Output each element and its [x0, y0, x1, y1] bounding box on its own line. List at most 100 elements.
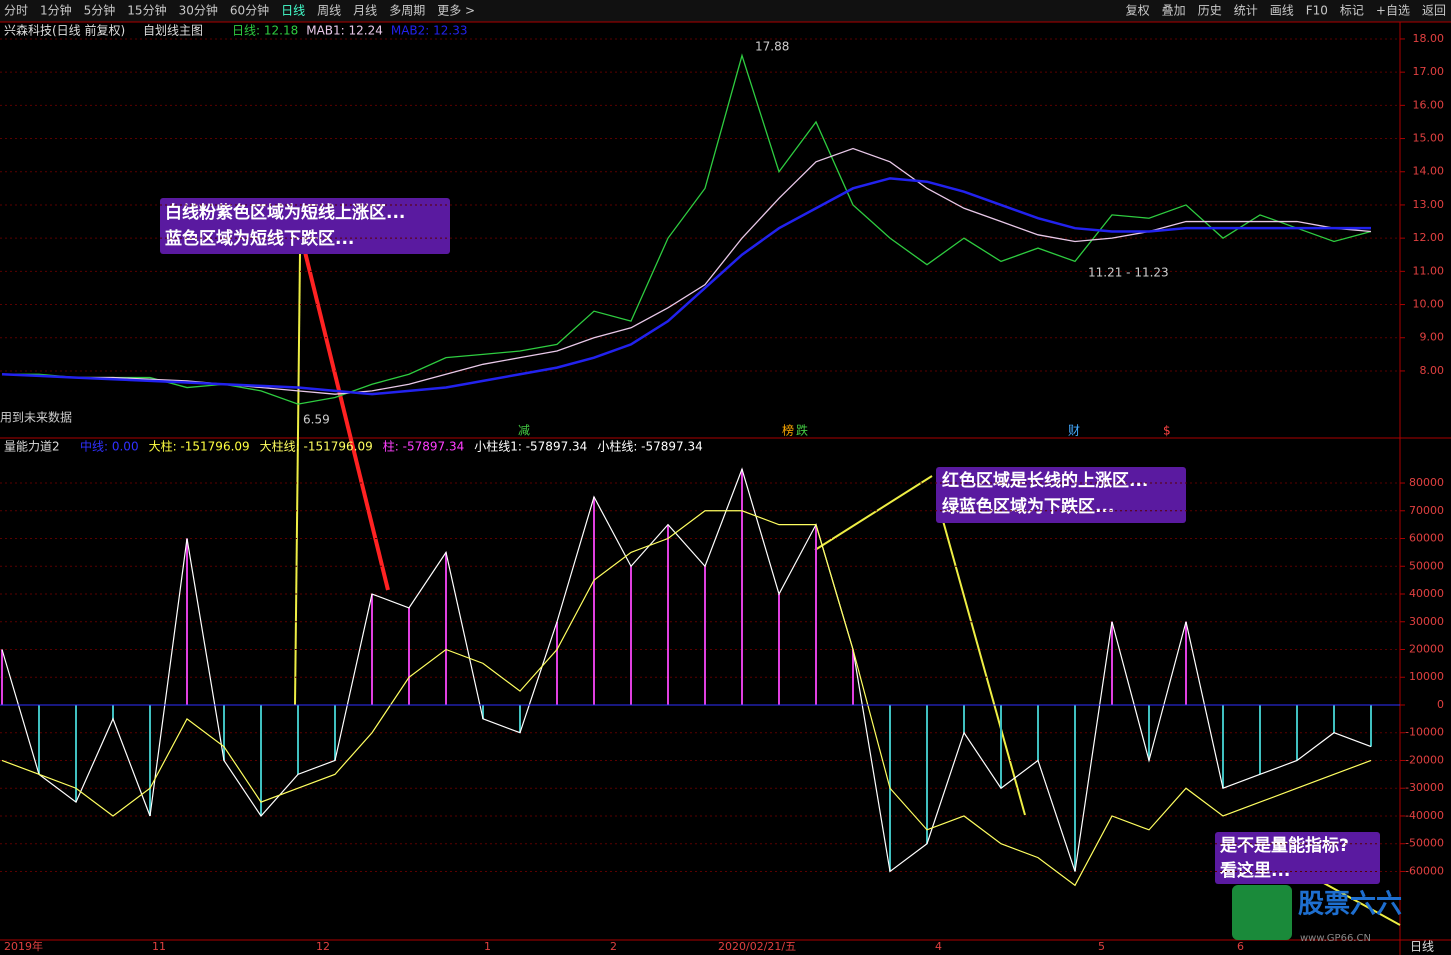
y-tick-label: 9.00 [1420, 331, 1445, 344]
bar [1185, 621, 1187, 705]
bar [334, 704, 336, 761]
x-tick-label: 2 [610, 940, 617, 953]
tool-button[interactable]: 历史 [1198, 4, 1222, 18]
callout: 绿蓝色区域为下跌区... [942, 496, 1114, 517]
y-tick-label: -60000 [1405, 864, 1444, 877]
tab[interactable]: 多周期 [389, 4, 425, 18]
y-tick-label: 8.00 [1420, 364, 1445, 377]
callout: 红色区域是长线的上涨区... [942, 470, 1148, 491]
marker: $ [1163, 424, 1171, 438]
tool-button[interactable]: 返回 [1422, 4, 1446, 18]
logo [1232, 885, 1292, 940]
price-line [1, 177, 1371, 396]
x-tick-label: 6 [1237, 940, 1244, 953]
y-tick-label: 16.00 [1413, 98, 1445, 111]
bar [630, 566, 632, 705]
tab[interactable]: 60分钟 [230, 3, 269, 18]
tool-button[interactable]: 复权 [1126, 4, 1150, 18]
y-tick-label: 15.00 [1413, 132, 1445, 145]
price-note: 用到未来数据 [0, 410, 72, 425]
arrow [939, 509, 1026, 816]
tab[interactable]: 5分钟 [84, 3, 116, 18]
bar [445, 552, 447, 705]
tab[interactable]: 月线 [353, 4, 377, 18]
legend-entry: 大柱: -151796.09 [149, 439, 250, 454]
bar [815, 524, 817, 705]
tool-button[interactable]: 画线 [1270, 4, 1294, 18]
legend-entry: 中线: 0.00 [80, 439, 139, 454]
indicator-title: 量能力道2 [4, 440, 60, 454]
tab[interactable]: 更多 > [437, 4, 475, 18]
tool-button[interactable]: 统计 [1234, 4, 1258, 18]
x-tick-label: 5 [1098, 940, 1105, 953]
price-note: 17.88 [755, 40, 789, 54]
bar [667, 524, 669, 705]
tab[interactable]: 15分钟 [127, 3, 166, 18]
x-tick-label: 2020/02/21/五 [718, 940, 796, 953]
tool-button[interactable]: +自选 [1376, 4, 1410, 18]
bar [1111, 621, 1113, 705]
marker: 榜 [782, 423, 794, 438]
y-tick-label: 18.00 [1413, 32, 1445, 45]
bar [704, 566, 706, 705]
bar [297, 704, 299, 775]
tab[interactable]: 1分钟 [40, 3, 72, 18]
x-tick-label: 12 [316, 940, 330, 953]
tab[interactable]: 周线 [317, 4, 341, 18]
y-tick-label: 20000 [1409, 642, 1444, 655]
bar [1037, 704, 1039, 761]
legend-entry: 小柱线: -57897.34 [597, 439, 702, 454]
y-tick-label: 50000 [1409, 559, 1444, 572]
watermark: 股票六六 [1298, 890, 1402, 920]
callout-arrows [294, 251, 1401, 926]
bar [1296, 704, 1298, 761]
y-tick-label: 10.00 [1413, 298, 1445, 311]
tab[interactable]: 分时 [4, 4, 28, 18]
bar [1000, 704, 1002, 789]
callout-box [936, 467, 1186, 523]
marker: 减 [518, 424, 530, 438]
site: www.GP66.CN [1300, 933, 1371, 944]
bar [1, 649, 3, 705]
bar [1259, 704, 1261, 775]
bar [371, 594, 373, 705]
y-tick-label: 14.00 [1413, 165, 1445, 178]
callout: 白线粉紫色区域为短线上涨区... [165, 202, 405, 223]
bar [1074, 704, 1076, 872]
bar [1148, 704, 1150, 761]
tool-button[interactable]: 叠加 [1162, 4, 1186, 18]
arrow [814, 475, 933, 551]
legend-entry: 小柱线1: -57897.34 [474, 439, 587, 454]
y-tick-label: -50000 [1405, 837, 1444, 850]
callout: 看这里... [1219, 860, 1290, 881]
tool-button[interactable]: F10 [1306, 4, 1328, 18]
y-tick-label: 30000 [1409, 615, 1444, 628]
bar [778, 594, 780, 705]
y-tick-label: 12.00 [1413, 231, 1445, 244]
y-tick-label: -40000 [1405, 809, 1444, 822]
price-note: 11.21 - 11.23 [1088, 266, 1169, 280]
mode: 自划线主图 [143, 24, 203, 38]
y-tick-label: -30000 [1405, 781, 1444, 794]
bar [852, 649, 854, 705]
marker: 跌 [796, 423, 808, 438]
legend-entry: 柱: -57897.34 [383, 439, 464, 454]
arrow [294, 251, 301, 706]
bar [75, 704, 77, 803]
bar [519, 704, 521, 733]
bar [1370, 704, 1372, 747]
tool-button[interactable]: 标记 [1340, 4, 1364, 18]
tab[interactable]: 日线 [281, 4, 305, 18]
bar [593, 496, 595, 705]
bar [556, 621, 558, 705]
bar [38, 704, 40, 775]
legend-entry: MAB2: 12.33 [391, 24, 468, 38]
y-tick-label: 60000 [1409, 532, 1444, 545]
arrow [303, 251, 390, 591]
bar [1333, 704, 1335, 733]
tab[interactable]: 30分钟 [179, 3, 218, 18]
y-tick-label: 10000 [1409, 670, 1444, 683]
x-tick-label: 4 [935, 940, 942, 953]
y-tick-label: 0 [1437, 698, 1444, 711]
